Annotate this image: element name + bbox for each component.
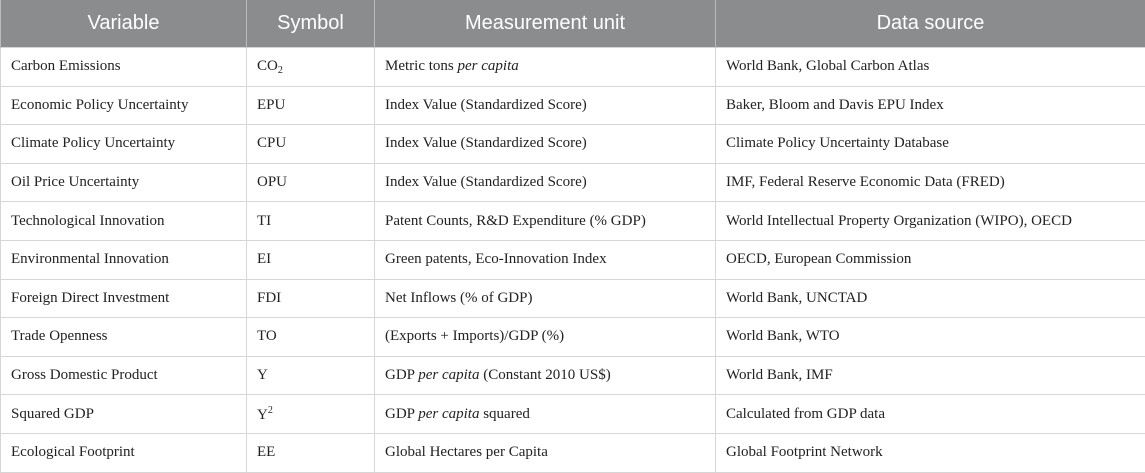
table-row: Ecological Footprint EE Global Hectares pe…: [1, 433, 1145, 472]
symbol-cell: EI: [247, 240, 375, 279]
symbol-base: CPU: [257, 135, 286, 151]
symbol-cell: EPU: [247, 86, 375, 125]
unit-text-pre: Green patents, Eco-Innovation Index: [385, 251, 607, 267]
variable-cell: Carbon Emissions: [1, 48, 247, 87]
unit-cell: GDP per capita squared: [375, 395, 716, 434]
unit-text-pre: GDP: [385, 367, 418, 383]
table-row: Technological Innovation TI Patent Counts,…: [1, 202, 1145, 241]
variable-cell: Trade Openness: [1, 318, 247, 357]
unit-text-post: (Constant 2010 US$): [479, 367, 610, 383]
unit-text-pre: Index Value (Standardized Score): [385, 174, 587, 190]
source-cell: World Bank, Global Carbon Atlas: [716, 48, 1145, 87]
unit-text-pre: Net Inflows (% of GDP): [385, 290, 532, 306]
header-data-source: Data source: [716, 0, 1145, 48]
source-cell: Global Footprint Network: [716, 433, 1145, 472]
variable-cell: Environmental Innovation: [1, 240, 247, 279]
symbol-base: FDI: [257, 290, 281, 306]
header-measurement-unit: Measurement unit: [375, 0, 716, 48]
table-row: Trade Openness TO (Exports + Imports)/GDP …: [1, 318, 1145, 357]
symbol-base: OPU: [257, 174, 287, 190]
variable-cell: Oil Price Uncertainty: [1, 163, 247, 202]
symbol-cell: OPU: [247, 163, 375, 202]
source-cell: OECD, European Commission: [716, 240, 1145, 279]
source-cell: IMF, Federal Reserve Economic Data (FRED…: [716, 163, 1145, 202]
table-row: Oil Price Uncertainty OPU Index Value (Sta…: [1, 163, 1145, 202]
symbol-base: EE: [257, 444, 275, 460]
symbol-base: TI: [257, 213, 271, 229]
unit-text-pre: Patent Counts, R&D Expenditure (% GDP): [385, 213, 646, 229]
source-cell: Climate Policy Uncertainty Database: [716, 125, 1145, 164]
unit-text-pre: Index Value (Standardized Score): [385, 97, 587, 113]
unit-cell: Net Inflows (% of GDP): [375, 279, 716, 318]
unit-cell: Patent Counts, R&D Expenditure (% GDP): [375, 202, 716, 241]
unit-cell: (Exports + Imports)/GDP (%): [375, 318, 716, 357]
variable-cell: Technological Innovation: [1, 202, 247, 241]
table-row: Foreign Direct Investment FDI Net Inflows …: [1, 279, 1145, 318]
unit-text-ital: per capita: [458, 58, 519, 74]
variable-cell: Climate Policy Uncertainty: [1, 125, 247, 164]
table-row: Economic Policy Uncertainty EPU Index Valu…: [1, 86, 1145, 125]
unit-text-post: squared: [479, 406, 529, 422]
source-cell: World Bank, UNCTAD: [716, 279, 1145, 318]
table-header: Variable Symbol Measurement unit Data so…: [1, 0, 1145, 48]
symbol-cell: CPU: [247, 125, 375, 164]
symbol-superscript: 2: [268, 405, 273, 416]
symbol-cell: CO2: [247, 48, 375, 87]
source-cell: World Bank, WTO: [716, 318, 1145, 357]
unit-cell: Index Value (Standardized Score): [375, 125, 716, 164]
variable-cell: Economic Policy Uncertainty: [1, 86, 247, 125]
symbol-base: CO: [257, 58, 278, 74]
symbol-subscript: 2: [278, 65, 283, 76]
source-cell: World Intellectual Property Organization…: [716, 202, 1145, 241]
variable-cell: Foreign Direct Investment: [1, 279, 247, 318]
unit-cell: Metric tons per capita: [375, 48, 716, 87]
symbol-cell: EE: [247, 433, 375, 472]
symbol-base: EI: [257, 251, 271, 267]
unit-text-pre: (Exports + Imports)/GDP (%): [385, 328, 564, 344]
symbol-base: TO: [257, 328, 277, 344]
variable-cell: Squared GDP: [1, 395, 247, 434]
symbol-cell: TI: [247, 202, 375, 241]
variable-cell: Ecological Footprint: [1, 433, 247, 472]
unit-cell: GDP per capita (Constant 2010 US$): [375, 356, 716, 395]
symbol-cell: FDI: [247, 279, 375, 318]
symbol-base: Y: [257, 407, 268, 423]
unit-text-pre: Global Hectares per Capita: [385, 444, 548, 460]
header-symbol: Symbol: [247, 0, 375, 48]
table-row: Environmental Innovation EI Green patents,…: [1, 240, 1145, 279]
unit-cell: Index Value (Standardized Score): [375, 86, 716, 125]
source-cell: World Bank, IMF: [716, 356, 1145, 395]
symbol-cell: Y2: [247, 395, 375, 434]
unit-text-ital: per capita: [418, 367, 479, 383]
symbol-cell: TO: [247, 318, 375, 357]
source-cell: Baker, Bloom and Davis EPU Index: [716, 86, 1145, 125]
header-row: Variable Symbol Measurement unit Data so…: [1, 0, 1145, 48]
symbol-cell: Y: [247, 356, 375, 395]
unit-text-pre: Index Value (Standardized Score): [385, 135, 587, 151]
table-row: Climate Policy Uncertainty CPU Index Value…: [1, 125, 1145, 164]
unit-text-pre: GDP: [385, 406, 418, 422]
unit-cell: Index Value (Standardized Score): [375, 163, 716, 202]
unit-cell: Global Hectares per Capita: [375, 433, 716, 472]
symbol-base: EPU: [257, 97, 285, 113]
unit-text-ital: per capita: [418, 406, 479, 422]
source-cell: Calculated from GDP data: [716, 395, 1145, 434]
unit-cell: Green patents, Eco-Innovation Index: [375, 240, 716, 279]
symbol-base: Y: [257, 367, 268, 383]
table-row: Gross Domestic Product Y GDP per capita (C…: [1, 356, 1145, 395]
header-variable: Variable: [1, 0, 247, 48]
variable-cell: Gross Domestic Product: [1, 356, 247, 395]
unit-text-pre: Metric tons: [385, 58, 458, 74]
